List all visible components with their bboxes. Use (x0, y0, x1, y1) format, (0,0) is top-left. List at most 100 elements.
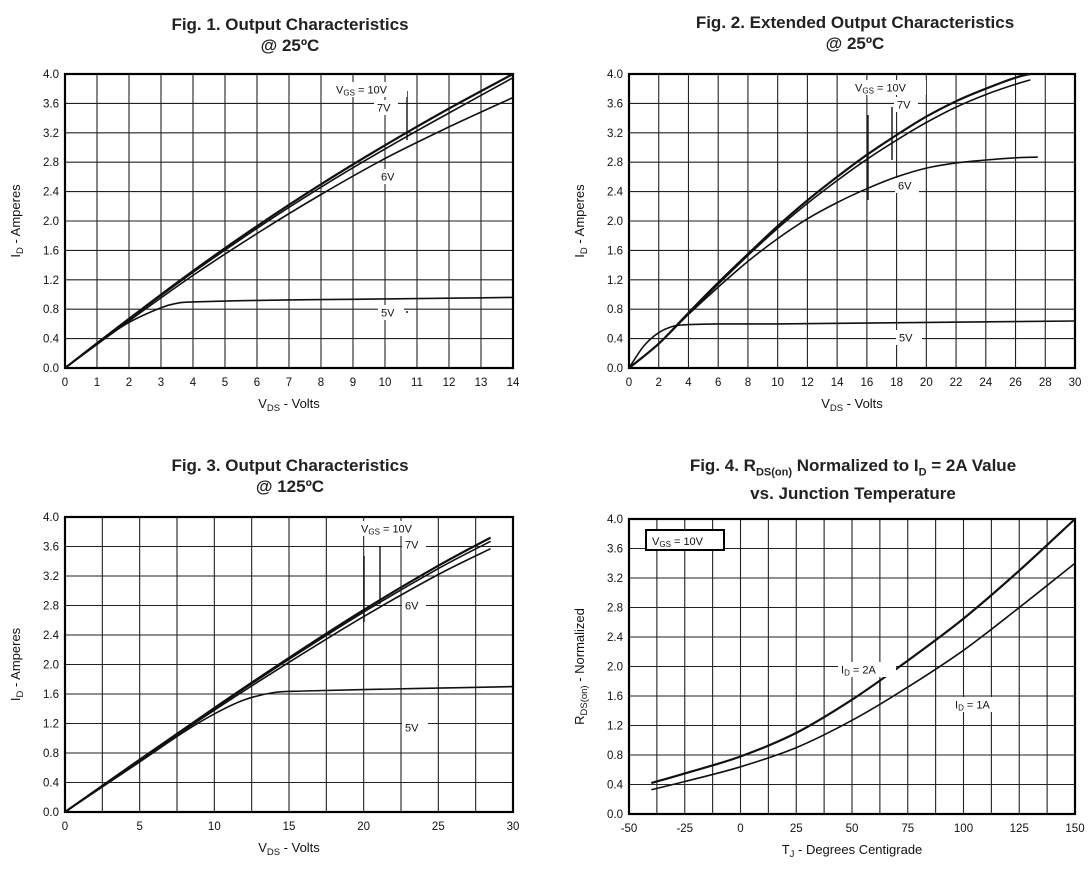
figure-1-title-line1: Fig. 1. Output Characteristics (171, 15, 409, 34)
x-tick-label: 30 (1069, 377, 1082, 389)
series-label-bg (378, 305, 404, 320)
y-tick-label: 1.6 (607, 245, 623, 257)
y-axis-label: ID - Amperes (8, 627, 26, 701)
x-tick-label: 28 (1039, 377, 1052, 389)
y-tick-label: 2.8 (43, 157, 59, 169)
x-tick-label: 30 (507, 821, 520, 833)
series-line-4 (64, 296, 514, 369)
x-tick-label: 2 (126, 377, 132, 389)
series-label-bg (952, 697, 1012, 712)
x-tick-label: 14 (831, 377, 844, 389)
series-label-3: 6V (405, 601, 419, 613)
y-tick-label: 0.0 (43, 363, 59, 375)
x-tick-label: 11 (411, 377, 423, 389)
figure-4-title-part-c: = 2A Value (926, 456, 1017, 475)
x-tick-label: 10 (771, 377, 784, 389)
y-tick-label: 0.0 (607, 363, 623, 375)
figure-1-title-line2: @ 25ºC (260, 36, 320, 55)
series-label-1: VGS = 10V (336, 85, 388, 98)
y-tick-label: 0.4 (43, 778, 60, 790)
y-tick-label: 3.6 (43, 542, 59, 554)
series-label-1: ID = 2A (841, 665, 876, 678)
series-label-bg (358, 521, 432, 536)
y-tick-label: 3.2 (607, 573, 623, 585)
x-axis-label: TJ - Degrees Centigrade (782, 842, 923, 860)
x-tick-label: 50 (846, 823, 859, 835)
x-tick-label: 20 (920, 377, 933, 389)
y-tick-label: 2.4 (43, 187, 60, 199)
y-tick-label: 0.8 (607, 304, 623, 316)
y-tick-label: 2.8 (607, 157, 623, 169)
figure-2-title-line2: @ 25ºC (825, 34, 885, 53)
x-tick-label: 0 (62, 821, 68, 833)
figure-4-title-sub-b: D (918, 466, 927, 479)
x-tick-label: 10 (208, 821, 221, 833)
y-tick-label: 4.0 (607, 514, 623, 526)
x-tick-label: 7 (286, 377, 292, 389)
y-tick-label: 2.0 (607, 662, 623, 674)
x-tick-label: 6 (715, 377, 721, 389)
x-tick-label: 100 (954, 823, 973, 835)
x-tick-label: 15 (283, 821, 296, 833)
x-tick-label: 13 (475, 377, 488, 389)
series-label-bg (402, 537, 426, 552)
x-axis-label: VDS - Volts (258, 840, 320, 858)
series-line-4 (628, 320, 1076, 369)
x-tick-label: 16 (860, 377, 873, 389)
plot-frame (627, 72, 1077, 370)
x-tick-label: 25 (432, 821, 445, 833)
y-tick-label: 3.2 (43, 128, 59, 140)
y-tick-label: 0.0 (43, 807, 59, 819)
x-tick-label: 8 (318, 377, 324, 389)
x-tick-label: -50 (621, 823, 638, 835)
series-label-bg (852, 80, 926, 95)
y-tick-label: 1.2 (43, 275, 59, 287)
series-line-3 (628, 156, 1038, 369)
figure-4-title-part-a: Fig. 4. R (689, 456, 756, 475)
x-tick-label: 0 (626, 377, 632, 389)
y-tick-label: 2.8 (43, 601, 59, 613)
series-line-3 (64, 96, 514, 369)
y-tick-label: 0.8 (43, 748, 59, 760)
figure-4-title-sub-a: DS(on) (755, 466, 792, 479)
y-tick-label: 0.4 (43, 334, 60, 346)
y-tick-label: 1.2 (607, 721, 623, 733)
series-label-bg (378, 169, 402, 184)
y-tick-label: 2.0 (43, 216, 59, 228)
y-tick-label: 3.6 (43, 98, 59, 110)
series-label-bg (402, 598, 426, 613)
condition-box (645, 529, 725, 551)
y-tick-label: 1.6 (43, 689, 59, 701)
series-label-2: 7V (377, 103, 391, 115)
x-tick-label: 2 (656, 377, 662, 389)
y-tick-label: 0.0 (607, 809, 623, 821)
x-tick-label: 12 (443, 377, 456, 389)
figure-2-title-line1: Fig. 2. Extended Output Characteristics (695, 13, 1015, 32)
y-tick-label: 2.4 (607, 187, 624, 199)
y-tick-label: 0.8 (607, 750, 623, 762)
x-tick-label: 10 (379, 377, 392, 389)
y-tick-label: 3.6 (607, 544, 623, 556)
series-line-4 (64, 685, 514, 813)
plot-frame (63, 72, 515, 370)
series-label-4: 5V (381, 308, 395, 320)
series-label-2: 7V (405, 540, 419, 552)
series-label-4: 5V (405, 723, 419, 735)
figure-4-title: Fig. 4. RDS(on) Normalized to ID = 2A Va… (628, 455, 1078, 504)
x-tick-label: 26 (1009, 377, 1022, 389)
y-tick-label: 2.0 (607, 216, 623, 228)
x-tick-label: 5 (136, 821, 142, 833)
series-label-bg (838, 662, 896, 677)
y-tick-label: 2.8 (607, 603, 623, 615)
x-tick-label: 18 (890, 377, 903, 389)
x-tick-label: 9 (350, 377, 356, 389)
series-line-3 (64, 547, 491, 813)
condition-box-label: VGS = 10V (652, 536, 704, 549)
y-tick-label: 2.0 (43, 660, 59, 672)
figure-3-title-line2: @ 125ºC (255, 477, 325, 496)
x-tick-label: 0 (737, 823, 743, 835)
series-label-1: VGS = 10V (361, 524, 413, 537)
